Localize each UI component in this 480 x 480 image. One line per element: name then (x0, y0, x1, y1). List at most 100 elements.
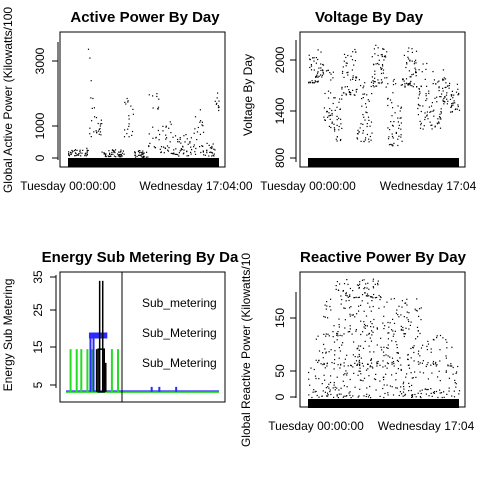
data-point (347, 71, 349, 73)
data-point (120, 149, 122, 151)
data-point (352, 51, 354, 53)
data-point (199, 133, 201, 135)
data-point (108, 156, 110, 158)
data-point (381, 81, 383, 83)
data-point (354, 386, 356, 388)
data-point (366, 123, 368, 125)
data-point (339, 283, 341, 285)
data-point (80, 155, 82, 157)
data-point (334, 350, 336, 352)
data-point (309, 66, 311, 69)
data-point (315, 390, 317, 392)
data-point (444, 96, 446, 98)
data-point (370, 397, 372, 399)
data-point (318, 396, 320, 398)
data-point (414, 67, 416, 69)
data-point (148, 133, 150, 135)
reactive-power-y-axis-label: Global Reactive Power (Kilowatts/10 (239, 253, 253, 447)
data-point (408, 312, 410, 314)
data-point (457, 104, 459, 106)
data-point (354, 362, 356, 364)
data-point (415, 71, 417, 74)
data-point (373, 48, 375, 50)
data-point (345, 93, 347, 95)
data-point (400, 314, 402, 316)
data-point (375, 373, 377, 375)
data-point (167, 150, 170, 152)
data-point (373, 293, 375, 296)
data-point (387, 83, 389, 85)
data-point (432, 83, 434, 85)
data-point (402, 395, 404, 397)
data-point (345, 94, 347, 96)
data-point (153, 146, 155, 148)
data-point (199, 121, 201, 123)
data-point (360, 333, 362, 336)
data-point (375, 44, 377, 46)
data-point (393, 78, 395, 81)
data-point (410, 76, 412, 78)
data-point (362, 130, 364, 132)
active-power-y-axis-label: Global Active Power (Kilowatts/100 (1, 7, 15, 193)
data-point (428, 90, 430, 92)
data-point (419, 105, 421, 107)
data-point (185, 134, 187, 136)
data-point (158, 139, 160, 141)
data-point (218, 109, 220, 112)
data-point (128, 115, 130, 117)
data-point (438, 370, 440, 372)
data-point (420, 124, 422, 126)
data-point (132, 113, 134, 115)
data-point (312, 391, 314, 393)
data-point (412, 377, 414, 379)
data-point (456, 83, 458, 85)
data-point (379, 395, 381, 397)
data-point (341, 344, 343, 346)
data-point (366, 287, 368, 289)
data-point (370, 121, 373, 123)
data-point (195, 147, 197, 150)
data-point (308, 394, 310, 396)
data-point (165, 134, 167, 136)
data-point (438, 87, 440, 89)
data-point (427, 343, 430, 345)
data-point (168, 127, 170, 129)
data-point (418, 69, 420, 71)
data-point (397, 121, 399, 123)
data-point (380, 346, 382, 348)
data-point (103, 153, 105, 155)
data-point (382, 69, 385, 71)
data-point (112, 153, 114, 155)
data-point (372, 85, 374, 87)
data-point (409, 59, 411, 61)
data-point (415, 72, 417, 74)
data-point (322, 364, 324, 366)
data-point (384, 77, 386, 79)
data-point (194, 153, 197, 155)
data-point (436, 101, 438, 103)
data-point (338, 318, 340, 320)
data-point (347, 74, 349, 76)
data-point (127, 128, 129, 130)
data-point (437, 396, 439, 399)
data-point (130, 105, 132, 107)
data-point (391, 329, 393, 331)
data-point (148, 94, 150, 96)
data-point (366, 387, 368, 389)
data-point (382, 65, 384, 67)
data-point (344, 319, 346, 321)
data-point (411, 396, 413, 398)
data-point (128, 125, 130, 127)
data-point (147, 156, 149, 158)
data-point (322, 70, 324, 72)
data-point (449, 98, 452, 100)
data-point (99, 125, 101, 127)
data-point (318, 359, 320, 361)
voltage-plot-box (299, 31, 466, 168)
data-point (211, 147, 213, 150)
data-point (349, 315, 351, 317)
data-point (433, 339, 435, 341)
data-point (105, 156, 107, 158)
data-point (193, 144, 195, 146)
data-point (346, 372, 348, 374)
